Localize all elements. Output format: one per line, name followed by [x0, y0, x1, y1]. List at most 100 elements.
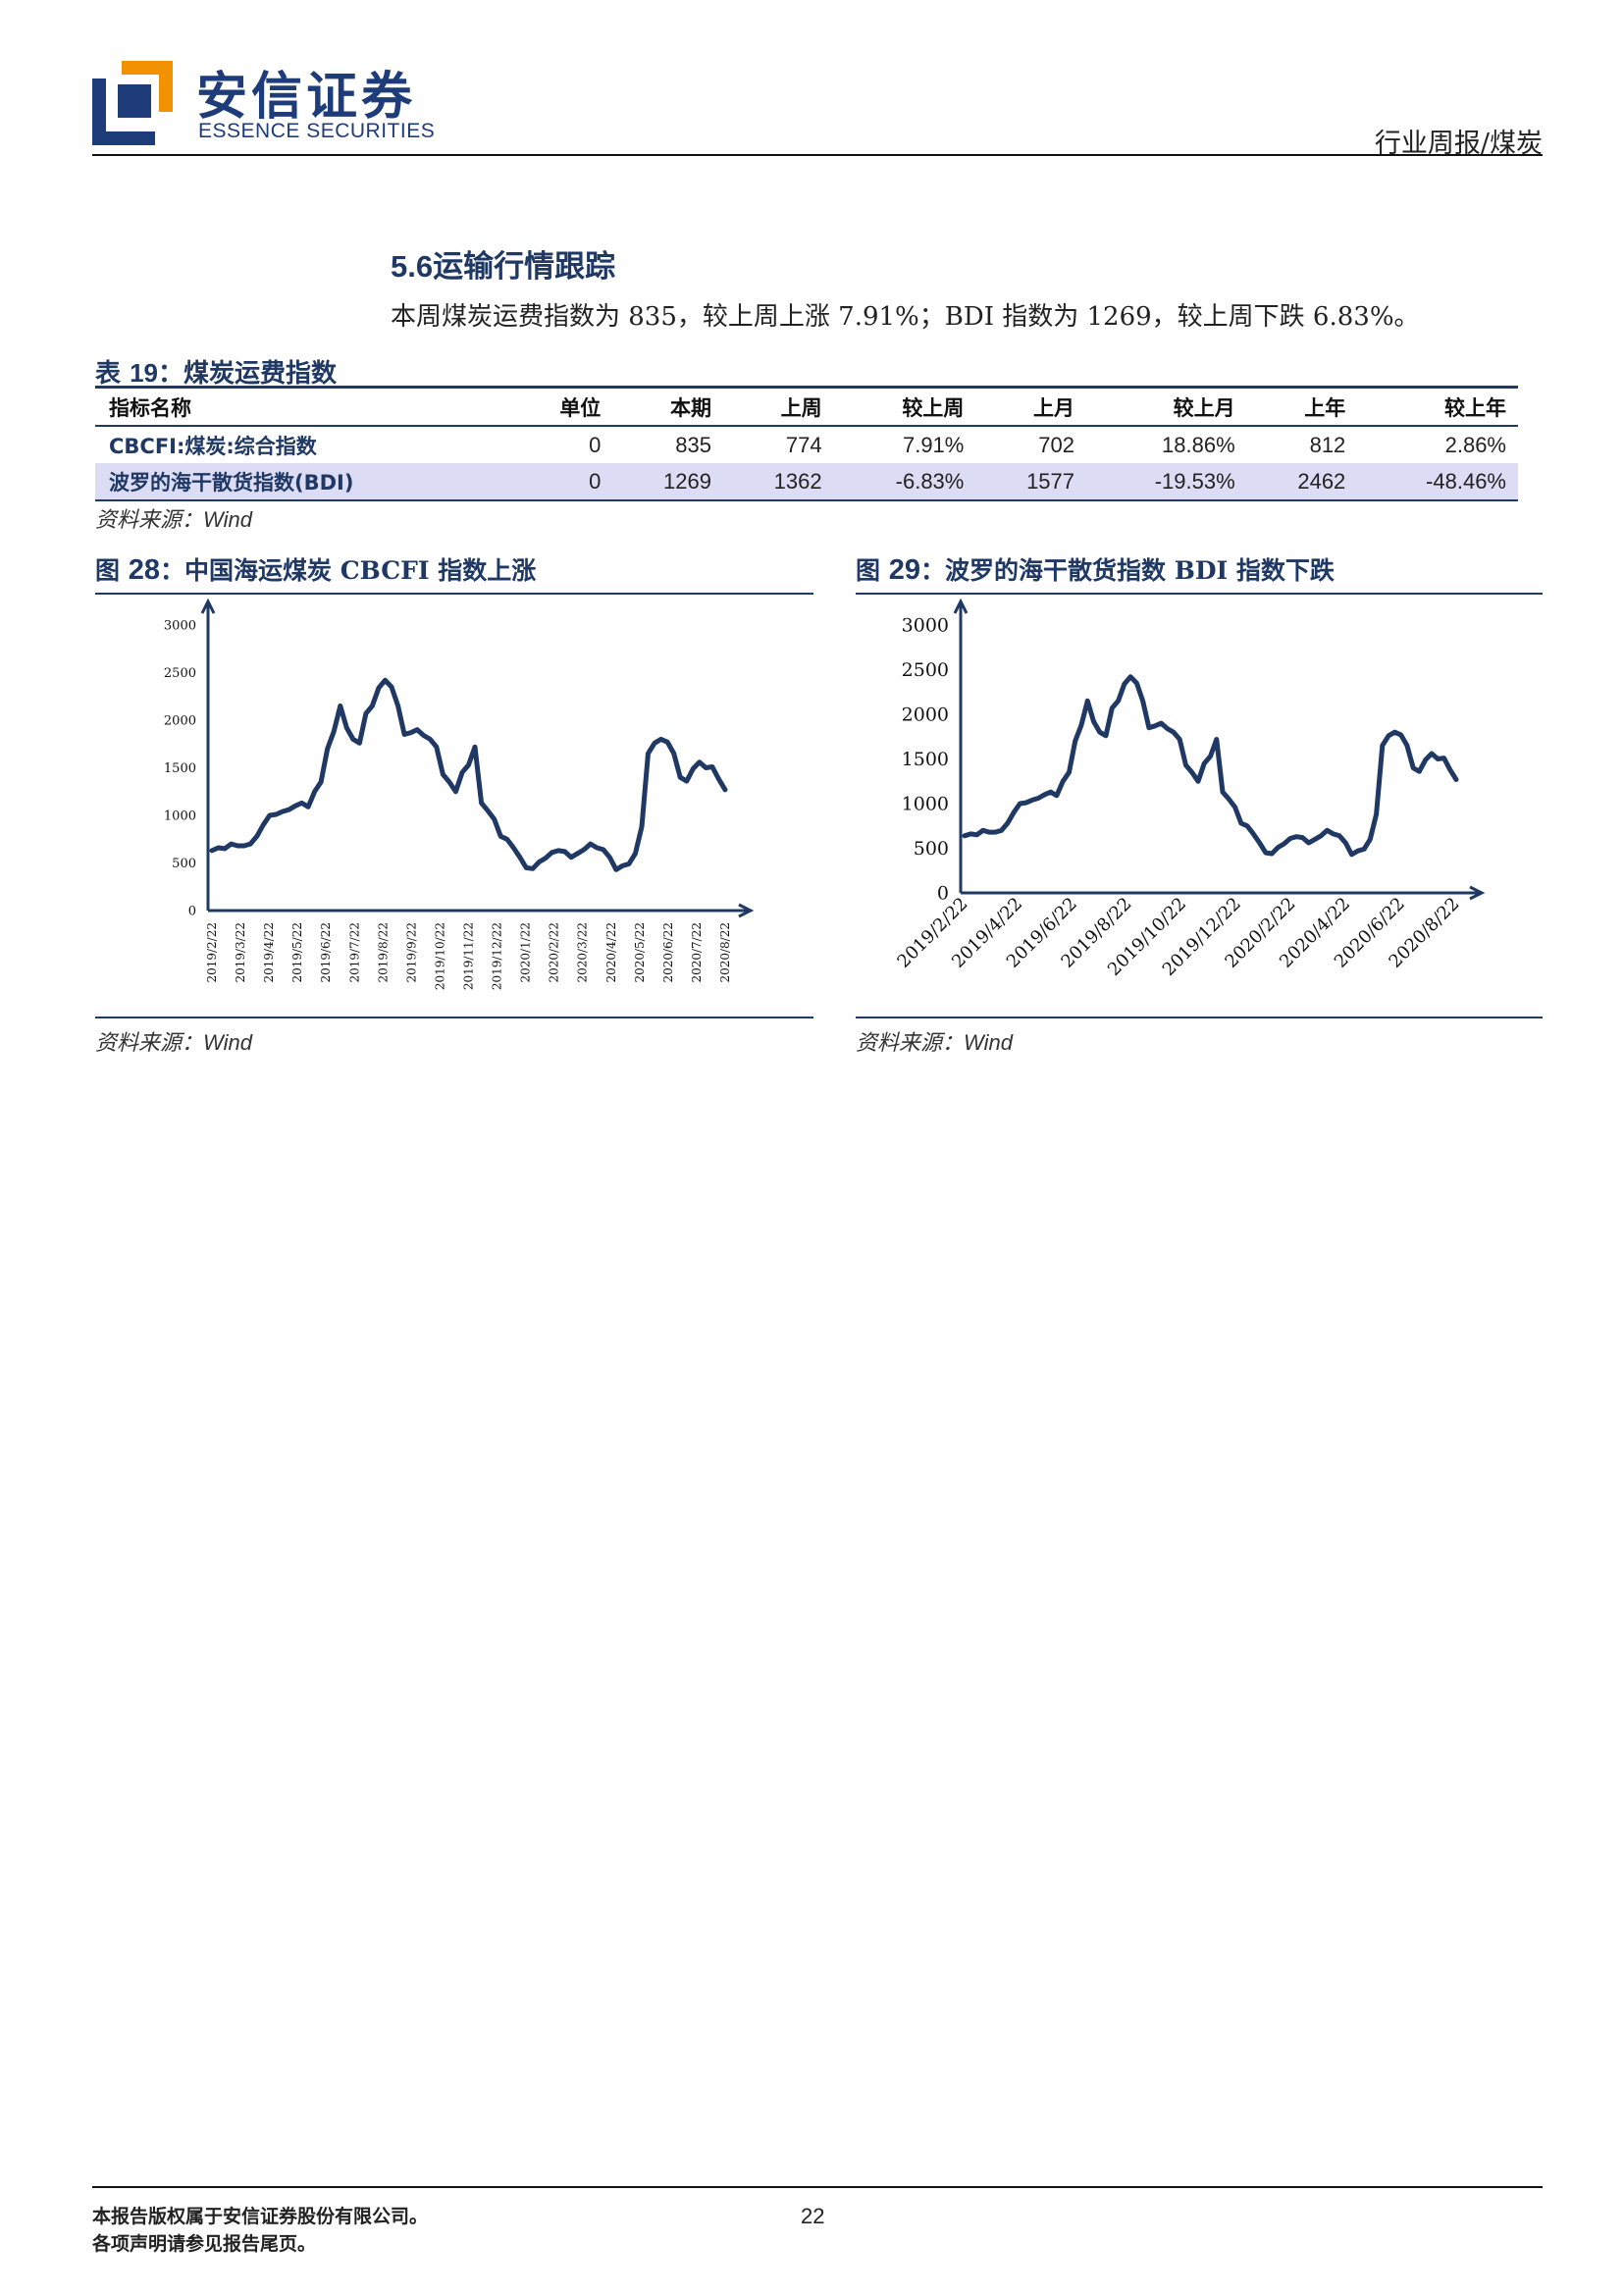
- figure-caption-num: 28: [128, 554, 160, 586]
- series-line: [209, 677, 728, 872]
- x-tick-label: 2020/4/22: [604, 922, 618, 983]
- y-axis-arrow-icon: [200, 599, 216, 614]
- x-tick-label: 2019/8/22: [376, 922, 390, 983]
- brand-name-cn: 安信证券: [196, 68, 417, 127]
- table-cell: 1362: [722, 463, 834, 501]
- x-tick-label: 2019/9/22: [404, 922, 418, 983]
- table-row: CBCFI:煤炭:综合指数 0 835 774 7.91% 702 18.86%…: [95, 426, 1518, 463]
- table-top-rule: [95, 386, 1518, 389]
- figure-29-caption: 图 29：波罗的海干散货指数 BDI 指数下跌: [856, 551, 1335, 587]
- figure-rule: [95, 1017, 813, 1018]
- col-header: 本期: [612, 389, 723, 427]
- table-caption: 表 19：煤炭运费指数: [95, 353, 337, 390]
- x-tick-label: 2020/3/22: [576, 922, 590, 983]
- col-header: 较上年: [1357, 389, 1518, 427]
- col-header: 单位: [512, 389, 613, 427]
- header-divider: [92, 154, 1543, 156]
- report-type: 行业周报/煤炭: [1374, 129, 1543, 159]
- x-tick-label: 2019/5/22: [290, 922, 304, 983]
- table-source: 资料来源：Wind: [95, 507, 252, 532]
- table-cell: 18.86%: [1162, 432, 1235, 457]
- footer-disclaimer: 各项声明请参见报告尾页。: [92, 2233, 317, 2255]
- section-number: 5.6: [391, 249, 434, 284]
- table-row: 波罗的海干散货指数(BDI) 0 1269 1362 -6.83% 1577 -…: [95, 463, 1518, 501]
- figure-rule: [856, 1017, 1543, 1018]
- table-cell: 702: [1038, 432, 1075, 457]
- y-tick-label: 2000: [164, 714, 196, 729]
- footer-copyright: 本报告版权属于安信证券股份有限公司。: [92, 2206, 429, 2227]
- x-tick-label: 2020/1/22: [519, 922, 533, 983]
- y-tick-label: 2000: [902, 704, 949, 726]
- x-tick-label: 2019/7/22: [347, 922, 361, 983]
- y-tick-label: 2500: [902, 659, 949, 681]
- x-tick-label: 2020/2/22: [548, 922, 561, 983]
- y-tick-label: 500: [914, 838, 949, 860]
- table-cell: -48.46%: [1357, 463, 1518, 501]
- bdi-line-chart: 0500100015002000250030002019/2/222019/4/…: [893, 599, 1486, 980]
- col-header: 较上月: [1086, 389, 1247, 427]
- table-caption-num: 19: [130, 358, 158, 388]
- table-cell: 0: [589, 432, 602, 457]
- figure-29-source: 资料来源：Wind: [856, 1030, 1013, 1055]
- figure-caption-title: ：中国海运煤炭 CBCFI 指数上涨: [160, 556, 537, 585]
- y-tick-label: 0: [937, 883, 949, 905]
- table-cell: 835: [675, 432, 711, 457]
- y-tick-label: 2500: [164, 666, 196, 681]
- brand-name-en: ESSENCE SECURITIES: [198, 120, 436, 142]
- x-tick-label: 2019/10/22: [433, 922, 446, 990]
- table-cell: 2462: [1246, 463, 1358, 501]
- series-line: [962, 674, 1459, 858]
- col-header: 指标名称: [95, 389, 513, 427]
- table-caption-title: ：煤炭运费指数: [158, 359, 338, 389]
- x-tick-label: 2019/3/22: [234, 922, 247, 983]
- x-axis-arrow-icon: [738, 903, 755, 918]
- x-tick-label: 2019/6/22: [319, 922, 333, 983]
- figure-caption-title: ：波罗的海干散货指数 BDI 指数下跌: [920, 556, 1335, 585]
- table-cell: 812: [1309, 432, 1346, 457]
- figure-caption-num: 29: [888, 554, 920, 586]
- table-cell: 2.86%: [1444, 432, 1506, 457]
- table-cell: 7.91%: [902, 432, 965, 457]
- figure-rule: [95, 593, 813, 595]
- figure-rule: [856, 593, 1543, 595]
- y-tick-label: 1500: [902, 749, 949, 770]
- col-header: 上年: [1246, 389, 1358, 427]
- x-tick-label: 2019/4/22: [262, 922, 276, 983]
- page-number: 22: [801, 2204, 825, 2228]
- table-cell: -19.53%: [1086, 463, 1247, 501]
- figure-caption-prefix: 图: [95, 556, 121, 585]
- y-tick-label: 1500: [164, 761, 196, 776]
- table-cell: -6.83%: [833, 463, 976, 501]
- table-cell: 1269: [612, 463, 723, 501]
- y-tick-label: 0: [188, 905, 196, 919]
- y-tick-label: 1000: [902, 794, 949, 815]
- table-cell: 774: [785, 432, 822, 457]
- x-axis-arrow-icon: [1469, 885, 1486, 901]
- cbcfi-line-chart: 0 500 1000 1500 2000 2500 3000 2019/2/22 2019/3/…: [164, 599, 755, 990]
- x-tick-label: 2020/8/22: [718, 922, 732, 983]
- footer-divider: [92, 2186, 1543, 2188]
- x-tick-label: 2020/7/22: [690, 922, 704, 983]
- table-cell: CBCFI:煤炭:综合指数: [109, 434, 317, 458]
- col-header: 较上周: [833, 389, 976, 427]
- brand-logo-icon: [92, 61, 173, 145]
- section-title-text: 运输行情跟踪: [433, 249, 616, 285]
- y-axis-arrow-icon: [953, 599, 969, 614]
- x-tick-label: 2019/12/22: [491, 922, 504, 990]
- table-header-row: 指标名称 单位 本期 上周 较上周 上月 较上月 上年 较上年: [95, 389, 1518, 427]
- figure-28-caption: 图 28：中国海运煤炭 CBCFI 指数上涨: [95, 551, 536, 587]
- y-tick-label: 1000: [164, 809, 196, 824]
- table-cell: 1577: [975, 463, 1087, 501]
- table-cell: 波罗的海干散货指数(BDI): [95, 463, 513, 501]
- y-tick-label: 3000: [164, 619, 196, 634]
- table-cell: 0: [512, 463, 613, 501]
- section-title: 5.6运输行情跟踪: [391, 241, 615, 286]
- table-caption-prefix: 表: [95, 359, 122, 389]
- x-tick-label: 2019/2/22: [205, 922, 219, 983]
- figure-caption-prefix: 图: [856, 556, 881, 585]
- freight-index-table: 指标名称 单位 本期 上周 较上周 上月 较上月 上年 较上年 CBCFI:煤炭…: [95, 389, 1518, 501]
- y-tick-label: 3000: [902, 615, 949, 637]
- col-header: 上周: [722, 389, 834, 427]
- figure-28-source: 资料来源：Wind: [95, 1030, 252, 1055]
- section-intro: 本周煤炭运费指数为 835，较上周上涨 7.91%；BDI 指数为 1269，较…: [391, 302, 1420, 332]
